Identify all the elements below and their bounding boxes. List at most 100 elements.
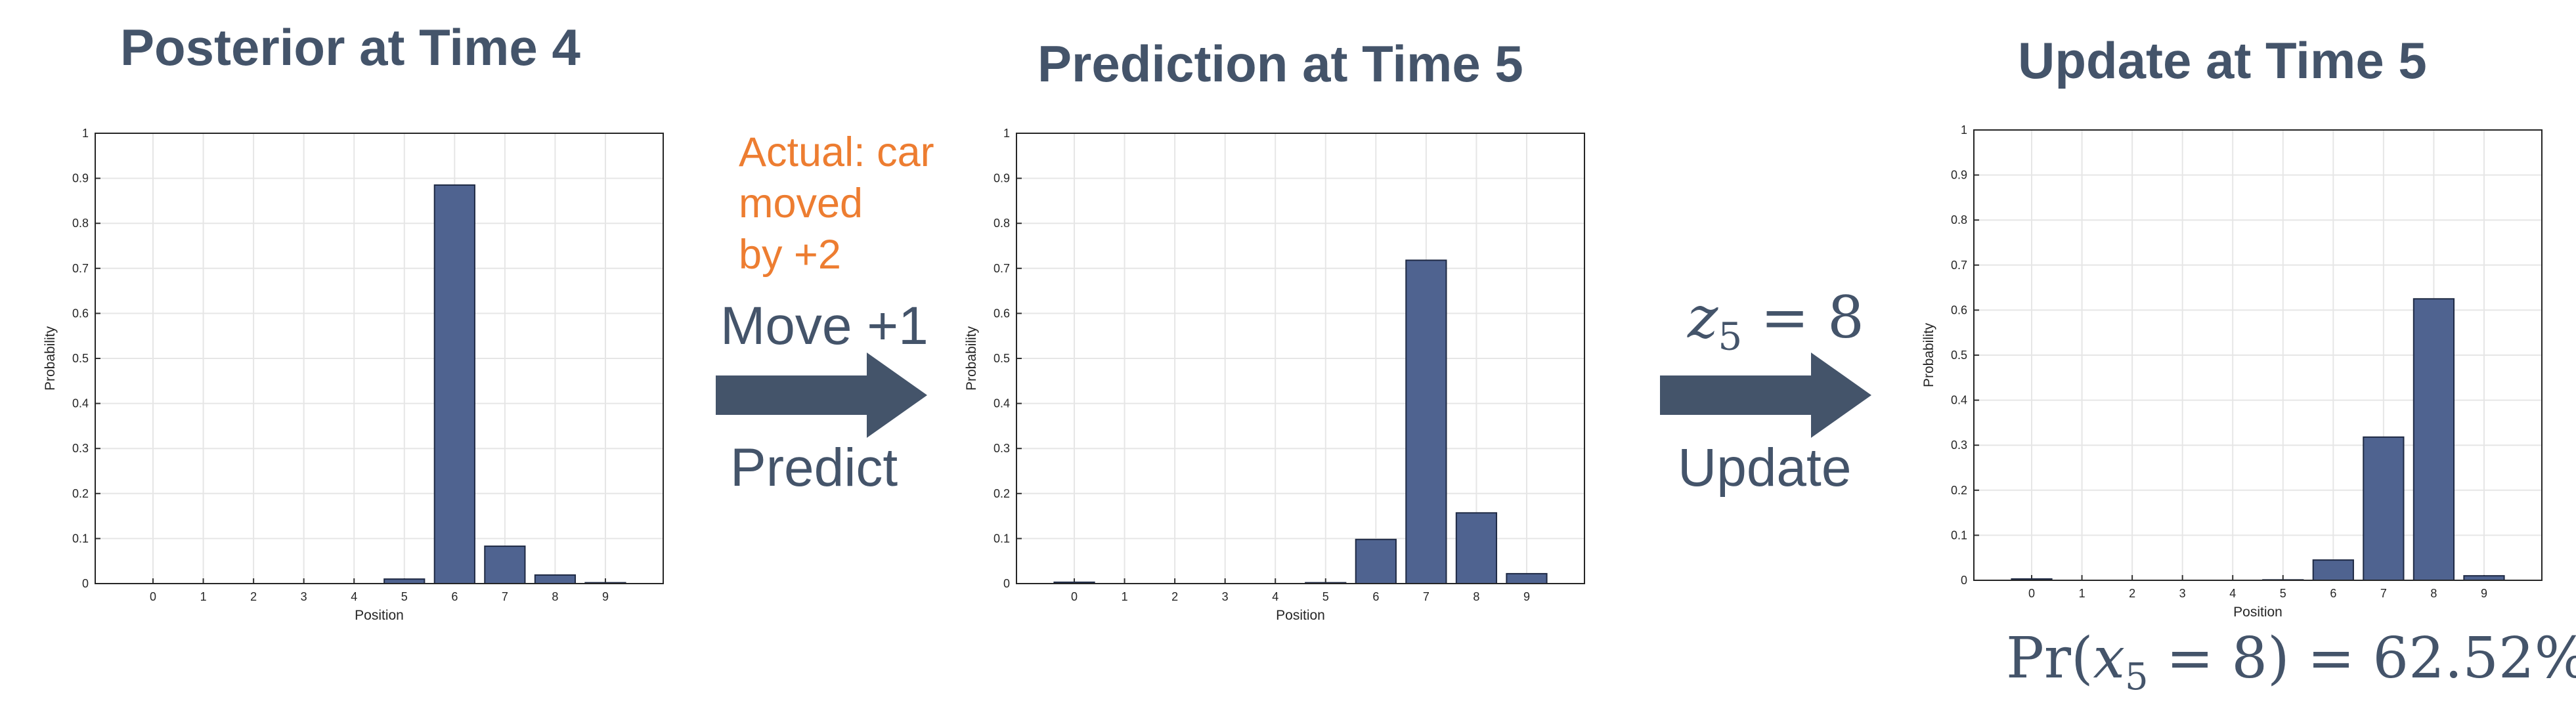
actual-movement-note: Actual: car moved by +2 [739, 127, 934, 280]
chart-title-prediction: Prediction at Time 5 [1037, 38, 1523, 89]
prediction-xtick-label: 1 [1122, 590, 1128, 603]
prediction-ytick-label: 0.7 [993, 262, 1010, 275]
posterior-ytick-label: 0.2 [72, 487, 89, 500]
prediction-axes-frame [1016, 133, 1584, 584]
prediction-xtick-label: 8 [1473, 590, 1479, 603]
update-ylabel: Probability [1921, 322, 1936, 387]
update-bar-8 [2414, 299, 2454, 580]
posterior-ylabel: Probability [43, 326, 58, 391]
posterior-ytick-label: 0.7 [72, 262, 89, 275]
prediction-plot-area [1016, 133, 1584, 584]
predict-label: Predict [730, 441, 898, 495]
update-ytick-label: 0.7 [1951, 259, 1967, 272]
chart-title-update: Update at Time 5 [2018, 35, 2427, 86]
measurement-value: = 8 [1742, 284, 1864, 351]
update-ytick-label: 0.1 [1951, 528, 1967, 542]
result-equals: = 62.52% [2290, 626, 2576, 691]
predict-arrow-icon [716, 353, 932, 438]
prediction-xtick-label: 6 [1372, 590, 1379, 603]
update-bar-6 [2313, 560, 2353, 580]
prediction-ytick-label: 0.9 [993, 172, 1010, 185]
prediction-bar-9 [1506, 574, 1546, 584]
prediction-bar-7 [1406, 260, 1446, 584]
prediction-ytick-label: 1 [1003, 127, 1010, 140]
update-plot-area [1974, 130, 2542, 580]
posterior-plot-area [95, 133, 663, 584]
posterior-ytick-label: 0.1 [72, 532, 89, 545]
update-xtick-label: 0 [2028, 587, 2035, 600]
prediction-ytick-label: 0.1 [993, 532, 1010, 545]
posterior-xtick-label: 2 [250, 590, 257, 603]
prediction-ylabel: Probability [964, 326, 979, 391]
prediction-ytick-label: 0.2 [993, 487, 1010, 500]
update-xtick-label: 4 [2229, 587, 2236, 600]
update-xtick-label: 6 [2330, 587, 2336, 600]
posterior-bar-7 [485, 546, 525, 584]
prediction-bar-0 [1054, 582, 1094, 584]
update-ytick-label: 0.9 [1951, 169, 1967, 182]
update-xtick-label: 9 [2481, 587, 2487, 600]
update-ytick-label: 0.4 [1951, 394, 1967, 407]
posterior-bar-5 [384, 579, 424, 584]
result-pr: Pr( [2006, 626, 2093, 691]
prediction-ytick-label: 0.8 [993, 217, 1010, 230]
update-xtick-label: 8 [2430, 587, 2437, 600]
posterior-xtick-label: 1 [200, 590, 207, 603]
posterior-xtick-label: 6 [451, 590, 458, 603]
posterior-xtick-label: 0 [150, 590, 156, 603]
update-ytick-label: 0.6 [1951, 303, 1967, 316]
posterior-ytick-label: 0 [82, 577, 89, 590]
update-arrow-icon [1660, 353, 1877, 438]
posterior-bar-9 [585, 583, 625, 584]
prediction-bar-5 [1305, 583, 1345, 584]
posterior-ytick-label: 0.9 [72, 172, 89, 185]
update-ytick-label: 0.2 [1951, 484, 1967, 497]
prediction-ytick-label: 0.6 [993, 307, 1010, 320]
update-xlabel: Position [2233, 605, 2282, 620]
prediction-ytick-label: 0.3 [993, 442, 1010, 455]
posterior-bar-8 [535, 575, 575, 584]
update-xtick-label: 7 [2380, 587, 2387, 600]
result-probability: Pr(x5 = 8) = 62.52% [2006, 630, 2576, 696]
prediction-xtick-label: 7 [1423, 590, 1430, 603]
posterior-ytick-label: 0.4 [72, 397, 89, 410]
posterior-xtick-label: 7 [502, 590, 508, 603]
posterior-ytick-label: 0.8 [72, 217, 89, 230]
posterior-bar-6 [435, 185, 475, 584]
posterior-xtick-label: 9 [602, 590, 609, 603]
update-axes-frame [1974, 130, 2542, 580]
prediction-plot: 0 0.1 0.2 0.3 0.4 0.5 0.6 0.7 0.8 0.9 1 0 1 2 3 4 5 6 7 8 9 P… [964, 127, 1584, 623]
update-ytick-label: 1 [1961, 123, 1967, 137]
posterior-ytick-label: 1 [82, 127, 89, 140]
update-plot: 0 0.1 0.2 0.3 0.4 0.5 0.6 0.7 0.8 0.9 1 0 1 2 3 4 5 6 7 8 9 P… [1921, 123, 2542, 620]
update-ytick-label: 0 [1961, 574, 1967, 587]
prediction-ytick-label: 0 [1003, 577, 1010, 590]
prediction-xtick-label: 4 [1272, 590, 1278, 603]
posterior-xlabel: Position [355, 608, 404, 623]
update-bar-7 [2363, 437, 2403, 580]
update-ytick-label: 0.3 [1951, 439, 1967, 452]
prediction-bar-8 [1456, 513, 1496, 584]
result-var: x [2093, 626, 2126, 691]
measurement-label: z5 = 8 [1688, 289, 1864, 356]
posterior-xtick-label: 4 [351, 590, 357, 603]
result-subscript: 5 [2125, 656, 2149, 698]
posterior-xtick-label: 3 [301, 590, 307, 603]
posterior-axes-frame [95, 133, 663, 584]
prediction-ytick-label: 0.5 [993, 352, 1010, 365]
update-bar-9 [2464, 576, 2504, 580]
actual-note-line-1: Actual: car [739, 127, 934, 178]
update-xtick-label: 3 [2179, 587, 2186, 600]
update-xtick-label: 1 [2079, 587, 2085, 600]
posterior-ytick-label: 0.3 [72, 442, 89, 455]
prediction-bar-6 [1356, 540, 1396, 584]
update-ytick-label: 0.8 [1951, 213, 1967, 226]
update-xtick-label: 2 [2129, 587, 2135, 600]
actual-note-line-3: by +2 [739, 229, 934, 280]
update-bar-0 [2011, 579, 2051, 580]
posterior-plot: 0 0.1 0.2 0.3 0.4 0.5 0.6 0.7 0.8 0.9 1 0 1 2 3 4 5 6 7 8 9 P… [43, 127, 663, 623]
update-xtick-label: 5 [2280, 587, 2286, 600]
posterior-xtick-label: 8 [552, 590, 558, 603]
posterior-xtick-label: 5 [401, 590, 408, 603]
prediction-xtick-label: 5 [1322, 590, 1329, 603]
